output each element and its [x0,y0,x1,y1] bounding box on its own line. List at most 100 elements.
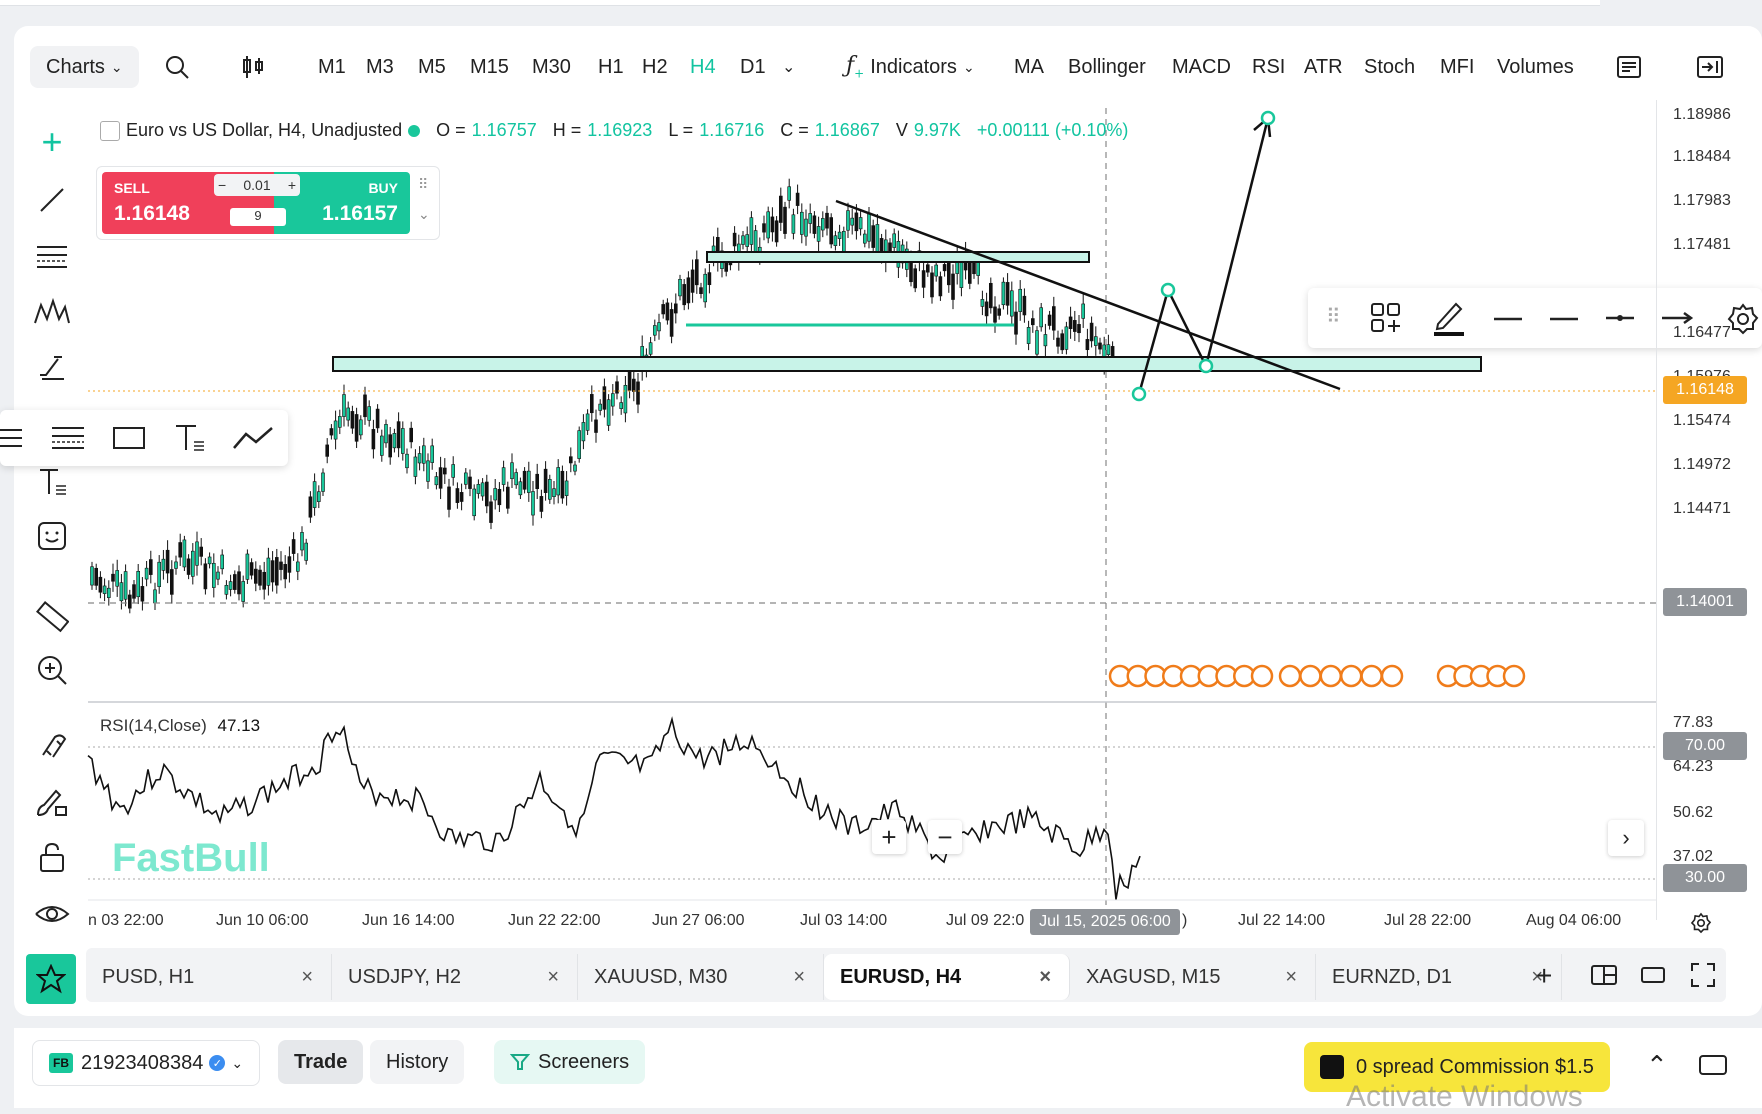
indicator-atr[interactable]: ATR [1304,55,1343,78]
chart-tab[interactable]: EURUSD, H4 × [824,954,1070,1000]
plus-icon[interactable]: + [287,177,296,193]
trend-arrow-icon[interactable] [232,424,276,452]
unlock-tool[interactable] [26,838,78,878]
projection-anchors[interactable] [1131,110,1276,402]
event-marker[interactable] [1502,664,1526,688]
charts-menu-button[interactable]: Charts ⌄ [30,46,139,88]
search-button[interactable] [164,40,190,94]
add-widget-icon[interactable] [1370,302,1402,334]
magnet-tool[interactable] [26,726,78,766]
layout-button[interactable] [1616,40,1642,94]
pencil-color-icon[interactable] [1432,298,1466,338]
split-layout-icon[interactable] [1590,964,1618,986]
rectangle-icon[interactable] [112,424,146,452]
gear-icon[interactable] [1690,912,1712,934]
event-marker[interactable] [1319,664,1343,688]
ruler-tool[interactable] [26,596,78,636]
window-icon[interactable] [1698,1054,1728,1076]
projection-path-drawing[interactable] [1137,117,1270,395]
indicator-mfi[interactable]: MFI [1440,55,1475,78]
timeframe-m30[interactable]: M30 [532,55,571,78]
trend-line-drawing[interactable] [835,199,1341,391]
indicator-volumes[interactable]: Volumes [1497,55,1574,78]
add-tab-button[interactable]: + [1536,960,1552,992]
timeframe-m5[interactable]: M5 [418,55,446,78]
drag-handle-icon[interactable]: ⠿ [1326,306,1341,328]
timeframe-m1[interactable]: M1 [318,55,346,78]
chart-tab[interactable]: XAUUSD, M30 × [578,954,824,1000]
visibility-tool[interactable] [26,894,78,934]
timeframe-h2[interactable]: H2 [642,55,668,78]
line-width-icon[interactable] [1492,316,1524,322]
indicators-button[interactable]: ƒ+ Indicators ⌄ [846,40,975,94]
history-tab[interactable]: History [370,1040,465,1084]
chart-tab[interactable]: XAGUSD, M15 × [1070,954,1316,1000]
indicator-stoch[interactable]: Stoch [1364,55,1416,78]
chart-tab[interactable]: USDJPY, H2 × [332,954,578,1000]
support-zone[interactable] [332,356,1482,372]
rsi-zoom-in-button[interactable]: + [872,820,906,854]
text-tool[interactable] [26,462,78,502]
zoom-tool[interactable] [26,650,78,690]
candle-body [283,564,288,580]
timeframe-m15[interactable]: M15 [470,55,509,78]
event-marker[interactable] [1299,664,1322,688]
fib-lines-icon[interactable] [50,424,86,452]
close-icon[interactable]: × [1039,966,1051,988]
lock-drawing-tool[interactable] [26,782,78,822]
close-icon[interactable]: × [1531,966,1543,988]
timeframe-m3[interactable]: M3 [366,55,394,78]
account-selector[interactable]: FB 21923408384 ✓ ⌄ [32,1040,261,1086]
close-icon[interactable]: × [1285,966,1297,988]
event-marker[interactable] [1339,664,1363,688]
economic-event-markers[interactable] [1108,664,1526,688]
gear-icon[interactable] [1726,302,1760,336]
fullscreen-icon[interactable] [1690,962,1716,988]
chevron-down-icon[interactable]: ⌄ [418,206,430,222]
single-layout-icon[interactable] [1640,966,1666,984]
indicator-rsi[interactable]: RSI [1252,55,1286,78]
event-marker[interactable] [1360,664,1383,688]
event-marker[interactable] [1250,664,1274,688]
timeframe-h4[interactable]: H4 [690,55,716,78]
promo-banner[interactable]: 0 spread Commission $1.5 [1304,1042,1610,1092]
pattern-tool[interactable] [26,292,78,332]
close-icon[interactable]: × [547,966,559,988]
screeners-button[interactable]: Screeners [494,1040,646,1084]
crosshair-tool[interactable]: + [26,122,78,162]
favorites-button[interactable] [26,954,76,1004]
close-icon[interactable]: × [301,966,313,988]
trade-tab[interactable]: Trade [278,1040,364,1084]
event-marker[interactable] [1278,664,1302,688]
text-icon[interactable] [174,422,208,454]
indicator-bollinger[interactable]: Bollinger [1068,55,1146,78]
fib-tool[interactable] [26,236,78,276]
line-end-icon[interactable] [1604,312,1636,324]
resistance-zone[interactable] [706,251,1090,263]
chart-tab[interactable]: PUSD, H1 × [86,954,332,1000]
indicator-ma[interactable]: MA [1014,55,1044,78]
drag-handle-icon[interactable]: ⠿ [418,176,428,192]
price-axis[interactable]: 1.189861.184841.179831.174811.164771.159… [1656,100,1756,920]
timeframe-h1[interactable]: H1 [598,55,624,78]
arrow-right-icon[interactable] [1660,310,1694,326]
event-marker[interactable] [1380,664,1404,688]
timeframe-d1[interactable]: D1 [740,55,766,78]
trend-line-tool[interactable] [26,180,78,220]
chart-type-button[interactable] [240,40,266,94]
collapse-panel-button[interactable] [1696,40,1724,94]
timeframe-more-button[interactable]: ⌄ [782,40,795,94]
chart-tab[interactable]: EURNZD, D1 × [1316,954,1562,1000]
projection-tool[interactable] [26,346,78,386]
rsi-zoom-out-button[interactable]: − [928,820,962,854]
lot-stepper[interactable]: −0.01 + [214,174,300,196]
close-icon[interactable]: × [793,966,805,988]
indicator-macd[interactable]: MACD [1172,55,1231,78]
chevron-up-icon[interactable]: ⌃ [1646,1050,1668,1080]
line-style-icon[interactable] [1548,316,1580,322]
lines-icon[interactable] [0,424,24,452]
scroll-right-button[interactable]: › [1608,820,1644,856]
minus-icon[interactable]: − [218,177,227,193]
emoji-tool[interactable] [26,516,78,556]
